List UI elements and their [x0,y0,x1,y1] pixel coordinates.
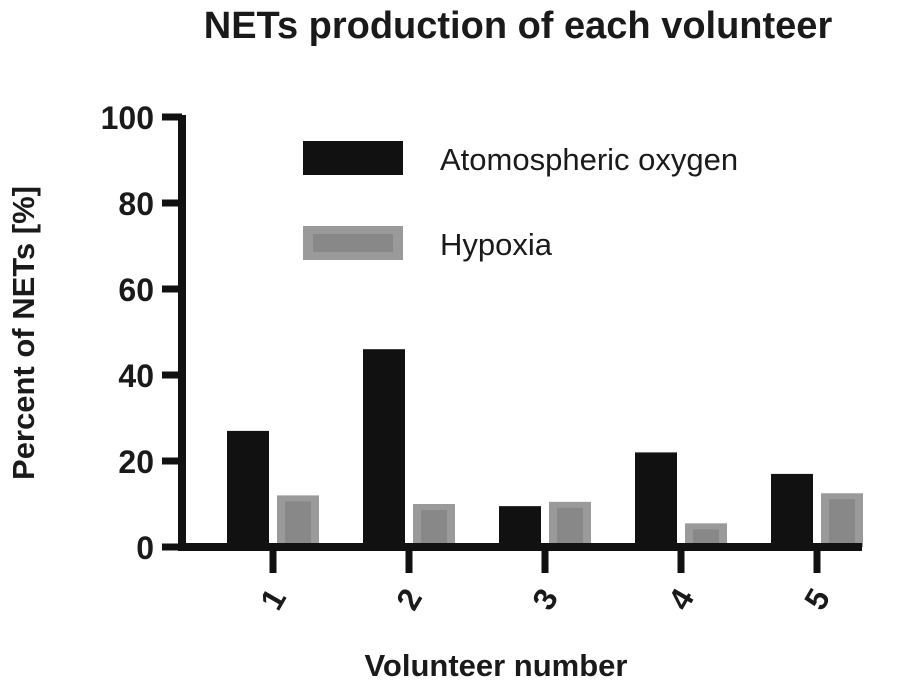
x-tick-label-5: 5 [797,583,837,616]
y-tick-label-80: 80 [118,186,154,222]
y-tick-label-0: 0 [136,530,154,566]
x-tick-label-4: 4 [661,582,701,616]
chart-title: NETs production of each volunteer [204,5,833,47]
bar-texture-2-5 [829,499,855,547]
x-tick-label-2: 2 [389,583,429,616]
x-tick-label-3: 3 [525,583,565,616]
axes-layer: 0 20 40 60 80 100 1 2 3 4 5 [101,100,862,616]
legend-label-1: Atomospheric oxygen [440,142,738,177]
bar-texture-2-2 [421,510,447,547]
y-tick-label-100: 100 [101,100,154,136]
legend-label-2: Hypoxia [440,227,553,262]
legend-swatch-1 [303,141,403,175]
bar-texture-2-3 [557,507,583,547]
bars-layer [227,349,863,547]
x-axis-label: Volunteer number [365,648,628,683]
bar-1-2 [363,349,405,547]
y-tick-label-20: 20 [118,444,154,480]
bar-1-4 [635,452,677,547]
bar-1-5 [771,473,813,547]
bar-texture-2-4 [693,529,719,547]
bar-1-1 [227,430,269,547]
bar-texture-2-1 [285,501,311,547]
y-tick-label-40: 40 [118,358,154,394]
x-tick-label-1: 1 [253,583,293,616]
y-axis-label: Percent of NETs [%] [6,186,41,480]
legend: Atomospheric oxygen Hypoxia [303,141,738,262]
legend-swatch-texture-2 [313,234,393,252]
y-tick-label-60: 60 [118,272,154,308]
bar-1-3 [499,506,541,547]
